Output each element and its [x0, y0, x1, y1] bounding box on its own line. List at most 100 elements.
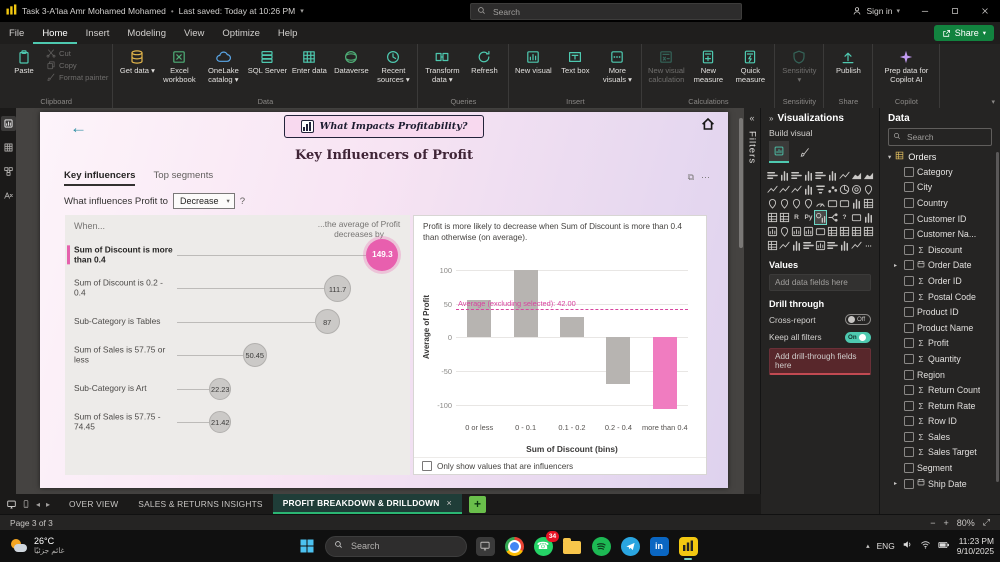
- field-checkbox[interactable]: [904, 400, 914, 411]
- field-checkbox[interactable]: [904, 307, 914, 318]
- page-header-badge[interactable]: What Impacts Profitability?: [284, 115, 484, 138]
- scatter-chart-icon[interactable]: [827, 183, 838, 196]
- server-button[interactable]: SQL Server: [247, 47, 287, 76]
- desktop-icon[interactable]: [474, 535, 496, 557]
- histogram-icon[interactable]: [839, 239, 850, 252]
- bar-0-or-less[interactable]: [467, 300, 492, 338]
- influencer-row[interactable]: Sum of Sales is 57.75 or less 50.45: [65, 339, 410, 371]
- refresh-button[interactable]: Refresh: [464, 47, 504, 76]
- language-indicator[interactable]: ENG: [876, 541, 895, 551]
- word-cloud-icon[interactable]: [815, 239, 826, 252]
- line-and-clustered-column-chart-icon[interactable]: [779, 183, 790, 196]
- more-visuals-button[interactable]: More visuals ▾: [597, 47, 637, 84]
- influencer-row[interactable]: Sum of Sales is 57.75 - 74.45 21.42: [65, 406, 410, 438]
- maximize-button[interactable]: [940, 0, 970, 22]
- linkedin-icon[interactable]: in: [648, 535, 670, 557]
- field-sales[interactable]: Σ Sales: [894, 429, 1000, 445]
- canvas-scrollbar[interactable]: [739, 118, 743, 248]
- treemap-icon[interactable]: [863, 183, 874, 196]
- menu-help[interactable]: Help: [277, 27, 298, 39]
- chevron-down-icon[interactable]: ▾: [300, 8, 304, 15]
- expand-chevron-icon[interactable]: ▸: [894, 481, 898, 488]
- influencer-row[interactable]: Sub-Category is Tables 87: [65, 306, 410, 338]
- expand-chevron-icon[interactable]: ▸: [894, 262, 898, 269]
- field-category[interactable]: Category: [894, 164, 1000, 180]
- 100-stacked-bar-chart-icon[interactable]: [815, 169, 826, 182]
- stacked-area-chart-icon[interactable]: [863, 169, 874, 182]
- field-checkbox[interactable]: [904, 431, 914, 442]
- field-checkbox[interactable]: [904, 197, 914, 208]
- collapse-chevron-icon[interactable]: ▾: [888, 153, 892, 161]
- waterfall-chart-icon[interactable]: [803, 183, 814, 196]
- funnel-chart-icon[interactable]: [815, 183, 826, 196]
- field-checkbox[interactable]: [904, 291, 914, 302]
- field-checkbox[interactable]: [904, 447, 914, 458]
- gauge-icon[interactable]: [815, 197, 826, 210]
- field-product-id[interactable]: Product ID: [894, 304, 1000, 320]
- menu-view[interactable]: View: [183, 27, 205, 39]
- excel-button[interactable]: Excel workbook: [159, 47, 199, 84]
- radar-chart-icon[interactable]: [851, 239, 862, 252]
- field-checkbox[interactable]: [904, 166, 914, 177]
- battery-icon[interactable]: [938, 539, 950, 554]
- collapse-ribbon-icon[interactable]: ▾: [991, 99, 995, 106]
- text-slicer-icon[interactable]: [851, 225, 862, 238]
- field-checkbox[interactable]: [904, 229, 914, 240]
- field-sales-target[interactable]: Σ Sales Target: [894, 445, 1000, 461]
- folder-icon[interactable]: [561, 535, 583, 557]
- influence-direction-dropdown[interactable]: Decrease ▾: [172, 193, 235, 209]
- transform-button[interactable]: Transform data ▾: [422, 47, 462, 84]
- get-more-visuals-icon[interactable]: ⋯: [865, 242, 872, 250]
- field-city[interactable]: City: [894, 180, 1000, 196]
- build-visual-icon[interactable]: [769, 141, 789, 163]
- smart-narrative-icon[interactable]: [851, 211, 862, 224]
- arcgis-map-icon[interactable]: [779, 225, 790, 238]
- clustered-bar-chart-icon[interactable]: [791, 169, 802, 182]
- field-checkbox[interactable]: [904, 369, 914, 380]
- field-product-name[interactable]: Product Name: [894, 320, 1000, 336]
- area-chart-icon[interactable]: [851, 169, 862, 182]
- field-customer-id[interactable]: Customer ID: [894, 211, 1000, 227]
- new-card-icon[interactable]: [815, 225, 826, 238]
- menu-home[interactable]: Home: [33, 22, 76, 44]
- numeric-range-slicer-icon[interactable]: [767, 239, 778, 252]
- field-checkbox[interactable]: [904, 244, 914, 255]
- previous-page-icon[interactable]: ◂: [36, 499, 41, 509]
- recent-button[interactable]: Recent sources ▾: [373, 47, 413, 84]
- field-checkbox[interactable]: [904, 338, 914, 349]
- page-tab-1[interactable]: OVER VIEW: [69, 499, 119, 509]
- influencer-bubble[interactable]: 87: [314, 309, 340, 335]
- format-visual-icon[interactable]: [795, 142, 815, 162]
- paginated-report-icon[interactable]: [767, 225, 778, 238]
- stacked-column-chart-icon[interactable]: [779, 169, 790, 182]
- field-region[interactable]: Region: [894, 367, 1000, 383]
- influencer-bubble[interactable]: 22.23: [209, 377, 232, 400]
- data-panel-scrollbar[interactable]: [996, 152, 999, 482]
- menu-optimize[interactable]: Optimize: [222, 27, 260, 39]
- influencer-row[interactable]: Sub-Category is Art 22.23: [65, 373, 410, 405]
- cross-report-toggle[interactable]: Off: [845, 314, 871, 325]
- influencer-bubble[interactable]: 50.45: [242, 343, 267, 368]
- data-search-box[interactable]: [888, 128, 992, 146]
- field-segment[interactable]: Segment: [894, 460, 1000, 476]
- dual-kpi-icon[interactable]: [791, 239, 802, 252]
- influencer-bubble[interactable]: 21.42: [209, 411, 232, 433]
- tab-top-segments[interactable]: Top segments: [153, 170, 214, 181]
- field-checkbox[interactable]: [904, 478, 914, 489]
- filled-map-icon[interactable]: [779, 197, 790, 210]
- 100-stacked-column-chart-icon[interactable]: [827, 169, 838, 182]
- influencer-bubble[interactable]: 111.7: [324, 274, 352, 302]
- field-quantity[interactable]: Σ Quantity: [894, 351, 1000, 367]
- volume-icon[interactable]: [902, 539, 913, 553]
- power-apps-visual-icon[interactable]: [791, 225, 802, 238]
- start-button[interactable]: [296, 535, 318, 557]
- bar-more-than-0-4[interactable]: [652, 337, 677, 410]
- table-view-icon[interactable]: [1, 140, 16, 155]
- close-page-icon[interactable]: ×: [446, 498, 452, 508]
- field-checkbox[interactable]: [904, 260, 914, 271]
- bar-0-2-0-4[interactable]: [606, 337, 631, 385]
- model-view-icon[interactable]: [1, 164, 16, 179]
- help-icon[interactable]: ?: [239, 195, 246, 207]
- influencer-bubble[interactable]: 149.3: [366, 239, 399, 271]
- publish-button[interactable]: Publish: [828, 47, 868, 76]
